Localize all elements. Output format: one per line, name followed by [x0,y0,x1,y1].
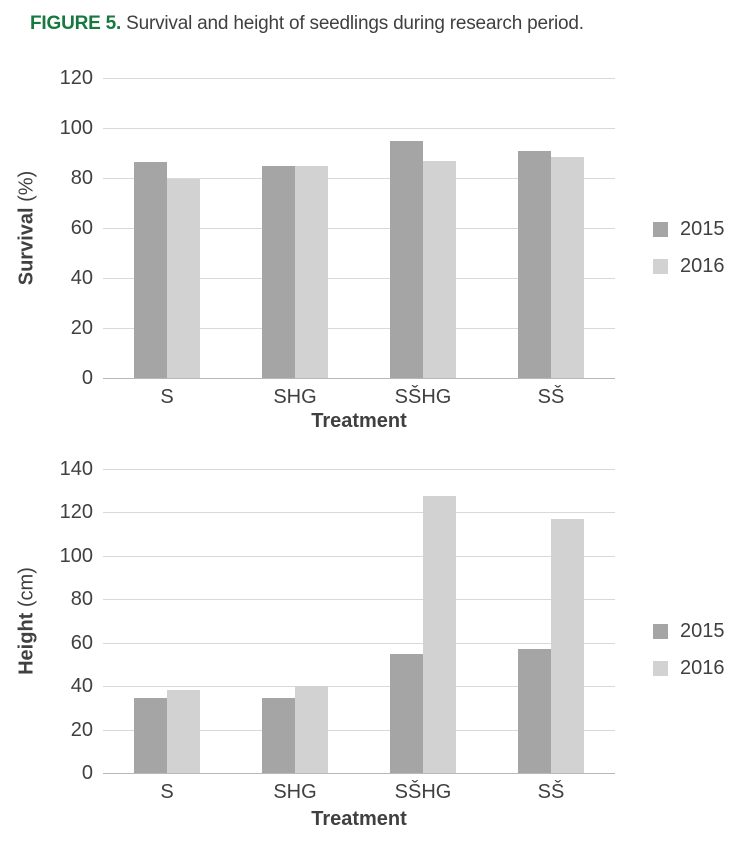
y-tick-label-60: 60 [70,631,93,654]
figure-caption-text: Survival and height of seedlings during … [126,13,584,34]
gridline-60 [103,642,615,644]
y-tick-label-140: 140 [59,458,93,480]
y-tick-label-20: 20 [70,718,93,741]
bar-2015-SŠHG [390,653,423,773]
figure-label: FIGURE 5. [30,13,122,34]
x-tick-label-SHG: SHG [273,386,317,408]
x-axis-line [103,773,615,774]
legend-row-2015: 2015 [653,620,725,643]
bar-2015-SHG [262,165,295,378]
bar-2016-SŠHG [423,160,456,378]
y-axis-title-text: Height [15,607,38,675]
y-tick-label-20: 20 [70,317,93,339]
x-axis-line [103,378,615,379]
gridline-60 [103,228,615,229]
bar-2016-SŠ [551,518,584,773]
bar-2016-SHG [295,165,328,378]
bar-2015-SŠ [518,649,551,773]
bar-2015-SHG [262,698,295,773]
y-axis-title-unit: (%) [15,170,38,202]
y-tick-label-80: 80 [70,167,93,189]
legend-swatch-2015 [653,222,668,237]
y-tick-label-120: 120 [59,67,93,89]
x-tick-label-SŠ: SŠ [537,386,565,408]
y-tick-label-100: 100 [59,117,93,139]
survival-chart: 0 20 40 60 80 100 120 S SHG SŠHG SŠ Treatment Surviv… [0,50,750,440]
x-tick-label-SŠHG: SŠHG [394,781,452,803]
x-axis-title: Treatment [311,410,407,432]
gridline-120 [103,512,615,514]
gridline-80 [103,178,615,179]
legend-row-2016: 2016 [653,255,725,278]
bar-2015-S [134,161,167,378]
x-tick-label-SŠ: SŠ [537,781,565,803]
legend-swatch-2016 [653,259,668,274]
y-axis-title-unit: (cm) [15,567,38,608]
y-tick-label-0: 0 [81,762,93,784]
x-tick-label-S: S [160,386,174,408]
bar-2015-S [134,698,167,773]
legend-swatch-2016 [653,661,668,676]
y-tick-label-80: 80 [70,588,93,611]
y-axis-title-text: Survival [15,201,38,286]
legend-label-2015: 2015 [680,620,725,642]
legend: 2015 2016 [653,620,725,694]
legend: 2015 2016 [653,218,725,292]
figure-caption: FIGURE 5. Survival and height of seedling… [30,13,584,35]
gridline-140 [103,469,615,470]
y-tick-label-40: 40 [70,675,93,698]
legend-label-2015: 2015 [680,218,725,240]
bar-2015-SŠ [518,150,551,378]
x-tick-label-S: S [160,781,174,803]
gridline-40 [103,278,615,279]
height-chart: 0 20 40 60 80 100 120 140 S SHG SŠHG SŠ Treatment Hei… [0,440,750,851]
y-tick-label-60: 60 [70,217,93,239]
y-tick-label-100: 100 [59,544,93,567]
legend-swatch-2015 [653,624,668,639]
gridline-20 [103,729,615,731]
gridline-40 [103,686,615,688]
bar-2016-S [167,179,200,378]
y-axis-title: Survival (%) [16,171,39,286]
y-axis-title: Height (cm) [16,567,39,675]
bar-2015-SŠHG [390,140,423,378]
y-tick-label-0: 0 [81,367,93,389]
gridline-20 [103,328,615,329]
gridline-100 [103,555,615,557]
bar-2016-S [167,690,200,773]
x-axis-title: Treatment [311,808,407,830]
y-tick-label-40: 40 [70,267,93,289]
bar-2016-SŠHG [423,496,456,773]
bar-2016-SHG [295,686,328,773]
legend-row-2015: 2015 [653,218,725,241]
legend-label-2016: 2016 [680,255,725,277]
gridline-80 [103,599,615,601]
x-tick-label-SHG: SHG [273,781,317,803]
x-tick-label-SŠHG: SŠHG [394,386,452,408]
y-tick-label-120: 120 [59,501,93,524]
gridline-120 [103,78,615,79]
legend-label-2016: 2016 [680,657,725,679]
bar-2016-SŠ [551,156,584,378]
gridline-100 [103,128,615,129]
legend-row-2016: 2016 [653,657,725,680]
